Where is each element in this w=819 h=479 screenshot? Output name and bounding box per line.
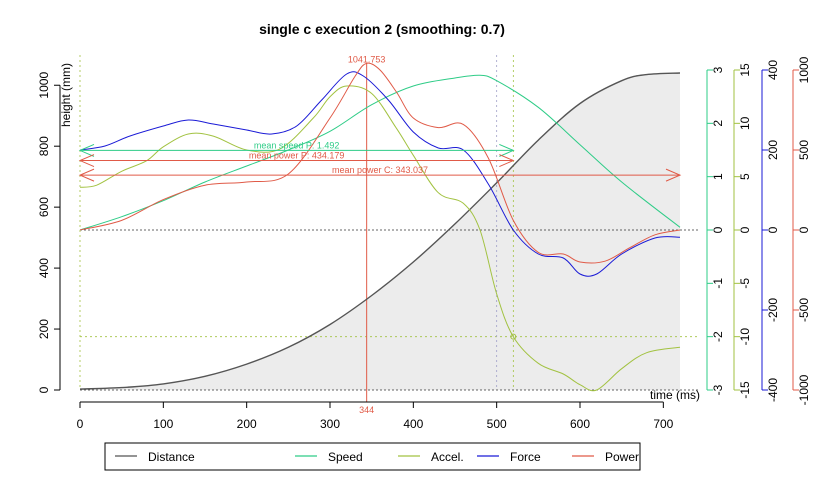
axis-force-tick-label: -400 bbox=[766, 378, 780, 402]
legend-label-speed: Speed bbox=[328, 450, 363, 464]
axis-accel-tick-label: -15 bbox=[738, 381, 752, 399]
axis-accel-tick-label: 5 bbox=[738, 173, 752, 180]
arrow-head bbox=[499, 154, 515, 167]
axis-speed-tick-label: 2 bbox=[711, 120, 725, 127]
axis-speed-tick-label: 1 bbox=[711, 173, 725, 180]
series-lines: 1041.753 344 bbox=[79, 54, 681, 415]
axis-power-tick-label: -500 bbox=[797, 298, 811, 322]
axis-power-tick-label: 1000 bbox=[797, 56, 811, 83]
x-tick-label: 700 bbox=[653, 417, 673, 431]
x-axis-label: time (ms) bbox=[650, 388, 700, 402]
axis-force-tick-label: 0 bbox=[766, 226, 780, 233]
axis-speed-tick-label: -2 bbox=[711, 331, 725, 342]
x-tick-label: 600 bbox=[570, 417, 590, 431]
y-tick-label: 0 bbox=[37, 386, 51, 393]
distance-area bbox=[80, 73, 680, 390]
peak-power-label: 1041.753 bbox=[348, 54, 386, 64]
legend-label-power: Power bbox=[605, 450, 639, 464]
axis-force-tick-label: 400 bbox=[766, 60, 780, 80]
x-tick-label: 200 bbox=[237, 417, 257, 431]
chart-title: single c execution 2 (smoothing: 0.7) bbox=[259, 21, 505, 37]
y-tick-label: 1000 bbox=[37, 72, 51, 99]
arrow-head bbox=[78, 143, 95, 157]
axis-power-tick-label: 0 bbox=[797, 226, 811, 233]
legend: Distance Speed Accel. Force Power bbox=[104, 442, 641, 471]
legend-box bbox=[104, 442, 641, 471]
arrow-head bbox=[78, 154, 95, 167]
series-accel-line bbox=[79, 85, 681, 392]
accel-marker bbox=[510, 333, 517, 340]
x-tick-label: 400 bbox=[403, 417, 423, 431]
series-force-line bbox=[79, 71, 681, 277]
series-distance-line bbox=[79, 72, 681, 390]
x-tick-label: 300 bbox=[320, 417, 340, 431]
arrow-head bbox=[665, 168, 682, 182]
axis-speed-tick-label: 3 bbox=[711, 66, 725, 73]
mean-label-2: mean power C: 343.037 bbox=[332, 165, 428, 175]
y-tick-label: 400 bbox=[37, 258, 51, 278]
axis-accel-tick-label: 10 bbox=[738, 116, 752, 130]
arrow-head bbox=[499, 143, 515, 157]
y-tick-label: 200 bbox=[37, 319, 51, 339]
axis-accel-tick-label: 0 bbox=[738, 226, 752, 233]
mean-label-1: mean power P: 434.179 bbox=[249, 151, 345, 161]
series-power-line bbox=[79, 62, 681, 264]
y-axis-label: height (mm) bbox=[59, 63, 73, 127]
axis-accel-tick-label: 15 bbox=[738, 63, 752, 77]
x-tick-label: 0 bbox=[77, 417, 84, 431]
peak-time-label: 344 bbox=[359, 405, 374, 415]
y-tick-label: 800 bbox=[37, 136, 51, 156]
x-tick-label: 500 bbox=[487, 417, 507, 431]
axis-force-tick-label: -200 bbox=[766, 298, 780, 322]
legend-label-accel: Accel. bbox=[431, 450, 464, 464]
axis-power-tick-label: 500 bbox=[797, 140, 811, 160]
mean-label-0: mean speed P: 1.492 bbox=[254, 140, 340, 150]
distance-fill bbox=[80, 73, 680, 390]
y-tick-label: 600 bbox=[37, 197, 51, 217]
axis-accel-tick-label: -5 bbox=[738, 278, 752, 289]
axis-speed-tick-label: 0 bbox=[711, 226, 725, 233]
x-tick-label: 100 bbox=[153, 417, 173, 431]
legend-label-distance: Distance bbox=[148, 450, 195, 464]
axis-speed-tick-label: -3 bbox=[711, 384, 725, 395]
axis-accel-tick-label: -10 bbox=[738, 328, 752, 346]
axis-speed-tick-label: -1 bbox=[711, 278, 725, 289]
axis-force-tick-label: 200 bbox=[766, 140, 780, 160]
legend-label-force: Force bbox=[510, 450, 541, 464]
axis-power-tick-label: -1000 bbox=[797, 374, 811, 405]
arrow-head bbox=[78, 168, 95, 182]
